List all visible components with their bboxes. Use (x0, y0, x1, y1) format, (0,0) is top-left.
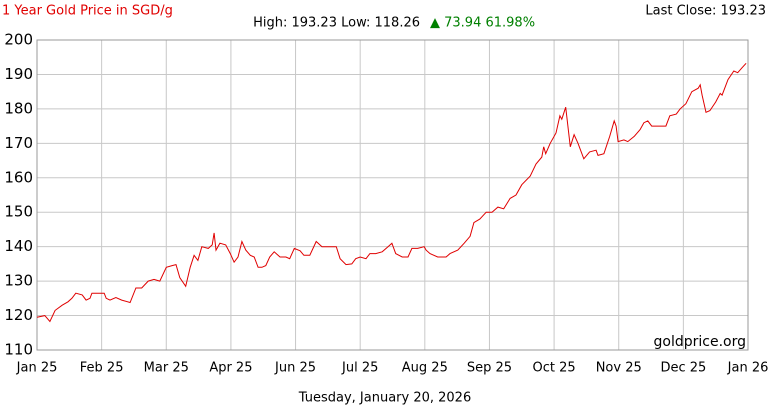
y-tick-label: 130 (4, 272, 33, 290)
y-tick-label: 140 (4, 237, 33, 255)
x-tick-label: Jan 25 (16, 361, 58, 376)
x-tick-label: Nov 25 (596, 361, 642, 376)
x-tick-label: Aug 25 (402, 361, 448, 376)
high-low: High: 193.23 Low: 118.26 (253, 16, 420, 31)
change: ▲ 73.94 61.98% (430, 16, 535, 31)
y-tick-label: 110 (4, 341, 33, 359)
watermark: goldprice.org (654, 334, 746, 350)
y-tick-label: 200 (4, 31, 33, 49)
y-tick-label: 190 (4, 65, 33, 83)
x-tick-label: Jun 25 (274, 361, 316, 376)
date: Tuesday, January 20, 2026 (298, 391, 471, 406)
y-tick-label: 180 (4, 99, 33, 117)
x-tick-label: Apr 25 (209, 361, 252, 376)
x-tick-label: Sep 25 (467, 361, 512, 376)
x-tick-label: Jan 26 (727, 361, 769, 376)
x-tick-label: Feb 25 (80, 361, 124, 376)
y-tick-label: 170 (4, 134, 33, 152)
x-tick-label: Oct 25 (533, 361, 576, 376)
price-line (36, 62, 747, 323)
x-tick-label: Dec 25 (660, 361, 706, 376)
y-tick-label: 160 (4, 168, 33, 186)
x-tick-label: Jul 25 (341, 361, 378, 376)
y-tick-label: 120 (4, 306, 33, 324)
chart-title: 1 Year Gold Price in SGD/g (2, 4, 173, 19)
x-tick-label: Mar 25 (144, 361, 189, 376)
y-tick-label: 150 (4, 203, 33, 221)
last-close: Last Close: 193.23 (645, 4, 766, 19)
plot-border (36, 39, 749, 351)
